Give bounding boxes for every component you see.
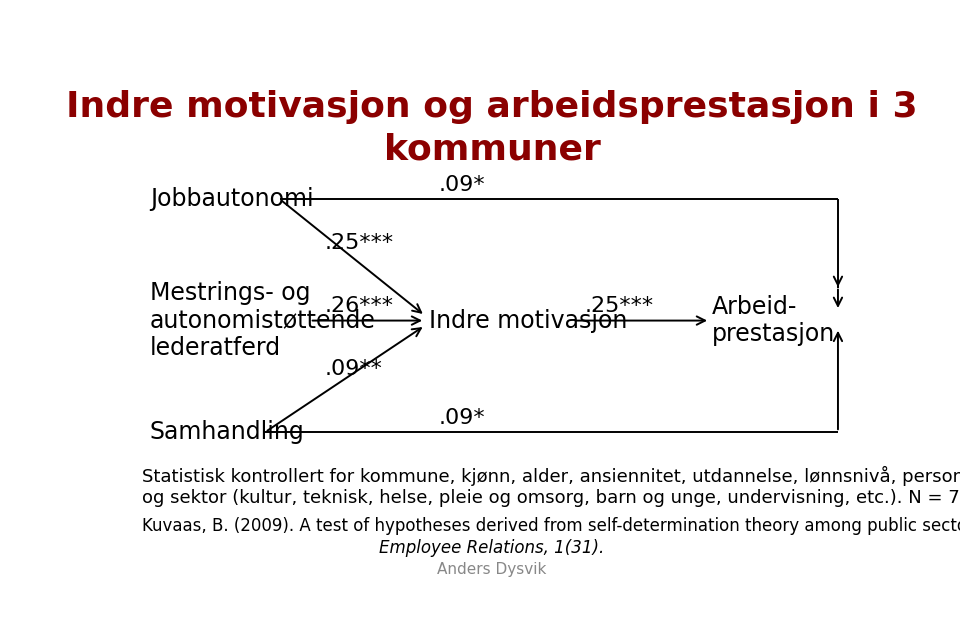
Text: .25***: .25*** bbox=[585, 296, 654, 316]
Text: Mestrings- og
autonomistøttende
lederatferd: Mestrings- og autonomistøttende lederatf… bbox=[150, 281, 375, 360]
Text: .09**: .09** bbox=[324, 359, 382, 379]
Text: Statistisk kontrollert for kommune, kjønn, alder, ansiennitet, utdannelse, lønns: Statistisk kontrollert for kommune, kjøn… bbox=[142, 466, 960, 486]
Text: Samhandling: Samhandling bbox=[150, 420, 304, 444]
Text: Indre motivasjon og arbeidsprestasjon i 3
kommuner: Indre motivasjon og arbeidsprestasjon i … bbox=[66, 90, 918, 166]
Text: .25***: .25*** bbox=[324, 233, 394, 253]
Text: Anders Dysvik: Anders Dysvik bbox=[438, 562, 546, 577]
Text: .26***: .26*** bbox=[324, 296, 394, 316]
Text: .09*: .09* bbox=[439, 408, 486, 428]
Text: Kuvaas, B. (2009). A test of hypotheses derived from self-determination theory a: Kuvaas, B. (2009). A test of hypotheses … bbox=[142, 517, 960, 535]
Text: Indre motivasjon: Indre motivasjon bbox=[429, 309, 627, 333]
Text: .09*: .09* bbox=[439, 175, 486, 195]
Text: Arbeid-
prestasjon: Arbeid- prestasjon bbox=[711, 295, 835, 347]
Text: Employee Relations, 1(31).: Employee Relations, 1(31). bbox=[379, 539, 605, 557]
Text: Jobbautonomi: Jobbautonomi bbox=[150, 187, 313, 211]
Text: og sektor (kultur, teknisk, helse, pleie og omsorg, barn og unge, undervisning, : og sektor (kultur, teknisk, helse, pleie… bbox=[142, 490, 960, 507]
